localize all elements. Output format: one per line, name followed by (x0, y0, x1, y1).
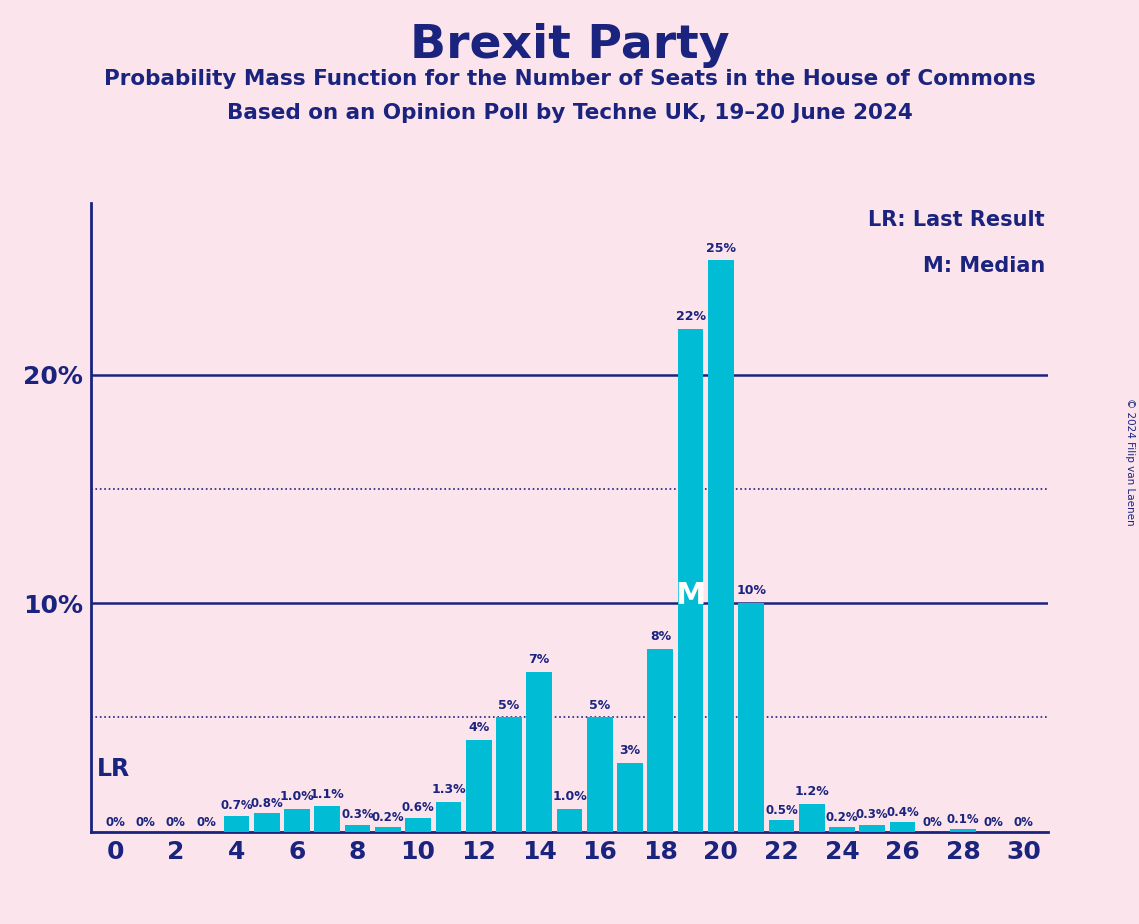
Text: 7%: 7% (528, 653, 550, 666)
Text: 0.7%: 0.7% (220, 799, 253, 812)
Bar (223, 816, 249, 832)
Bar (708, 261, 734, 832)
Text: 5%: 5% (499, 699, 519, 711)
Bar (587, 717, 613, 832)
Text: 0.6%: 0.6% (402, 801, 434, 814)
Bar (678, 329, 704, 832)
Text: 1.0%: 1.0% (280, 790, 314, 803)
Bar (950, 830, 976, 832)
Text: 0%: 0% (1014, 816, 1033, 829)
Text: 8%: 8% (649, 630, 671, 643)
Text: 0.2%: 0.2% (826, 810, 859, 823)
Text: 1.2%: 1.2% (794, 785, 829, 798)
Text: 0%: 0% (983, 816, 1003, 829)
Text: 4%: 4% (468, 722, 490, 735)
Text: 0%: 0% (923, 816, 943, 829)
Text: 0%: 0% (106, 816, 125, 829)
Bar (829, 827, 855, 832)
Text: M: M (675, 581, 706, 610)
Text: Based on an Opinion Poll by Techne UK, 19–20 June 2024: Based on an Opinion Poll by Techne UK, 1… (227, 103, 912, 124)
Bar (738, 603, 764, 832)
Text: 0%: 0% (196, 816, 216, 829)
Text: 5%: 5% (589, 699, 611, 711)
Bar (890, 822, 916, 832)
Bar (284, 808, 310, 832)
Bar (345, 825, 370, 832)
Bar (435, 802, 461, 832)
Bar (647, 649, 673, 832)
Text: 0.2%: 0.2% (371, 810, 404, 823)
Text: 25%: 25% (706, 242, 736, 255)
Bar (860, 825, 885, 832)
Bar (617, 763, 642, 832)
Text: LR: LR (97, 758, 130, 782)
Text: 0%: 0% (166, 816, 186, 829)
Bar (769, 821, 794, 832)
Bar (314, 807, 341, 832)
Text: 3%: 3% (620, 745, 640, 758)
Text: LR: Last Result: LR: Last Result (868, 210, 1044, 230)
Bar (405, 818, 431, 832)
Text: 22%: 22% (675, 310, 705, 323)
Bar (497, 717, 522, 832)
Text: 1.1%: 1.1% (310, 788, 345, 801)
Text: M: Median: M: Median (923, 256, 1044, 276)
Text: 0.3%: 0.3% (342, 808, 374, 821)
Bar (798, 804, 825, 832)
Text: 1.0%: 1.0% (552, 790, 587, 803)
Bar (557, 808, 582, 832)
Text: 0.8%: 0.8% (251, 796, 284, 810)
Text: Brexit Party: Brexit Party (410, 23, 729, 68)
Text: 0.1%: 0.1% (947, 813, 980, 826)
Text: 0.5%: 0.5% (765, 804, 797, 817)
Text: © 2024 Filip van Laenen: © 2024 Filip van Laenen (1125, 398, 1134, 526)
Bar (466, 740, 492, 832)
Text: Probability Mass Function for the Number of Seats in the House of Commons: Probability Mass Function for the Number… (104, 69, 1035, 90)
Text: 0%: 0% (136, 816, 156, 829)
Bar (375, 827, 401, 832)
Text: 0.4%: 0.4% (886, 806, 919, 819)
Text: 10%: 10% (736, 584, 767, 598)
Bar (526, 672, 552, 832)
Bar (254, 813, 279, 832)
Text: 1.3%: 1.3% (431, 784, 466, 796)
Text: 0.3%: 0.3% (857, 808, 888, 821)
